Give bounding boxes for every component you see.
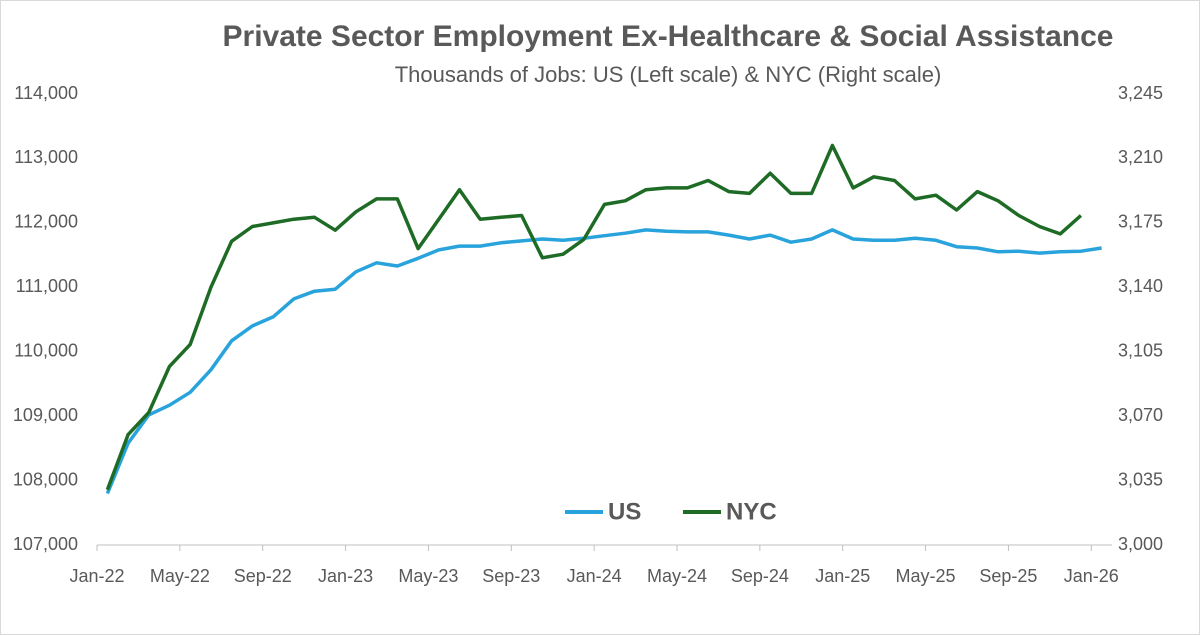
series-line bbox=[105, 143, 1083, 491]
x-tick-label: Jan-24 bbox=[567, 566, 622, 586]
y2-tick-label: 3,210 bbox=[1118, 147, 1163, 167]
y-tick-label: 113,000 bbox=[14, 147, 78, 167]
y-tick-label: 112,000 bbox=[14, 212, 78, 232]
y2-tick-label: 3,105 bbox=[1118, 340, 1163, 360]
x-tick-label: Jan-22 bbox=[69, 566, 124, 586]
legend-label: US bbox=[608, 498, 641, 525]
y2-tick-label: 3,000 bbox=[1118, 534, 1163, 554]
y-tick-label: 109,000 bbox=[13, 405, 78, 425]
x-tick-label: Jan-26 bbox=[1064, 566, 1119, 586]
chart-title: Private Sector Employment Ex-Healthcare … bbox=[223, 20, 1114, 53]
y2-tick-label: 3,175 bbox=[1118, 212, 1163, 232]
x-tick-label: May-23 bbox=[398, 566, 458, 586]
y2-tick-label: 3,070 bbox=[1118, 405, 1163, 425]
x-tick-label: Jan-25 bbox=[815, 566, 870, 586]
x-tick-label: May-25 bbox=[896, 566, 956, 586]
y-tick-label: 111,000 bbox=[16, 276, 78, 296]
y-tick-label: 114,000 bbox=[14, 83, 78, 103]
y2-tick-label: 3,140 bbox=[1118, 276, 1163, 296]
legend-label: NYC bbox=[726, 498, 777, 525]
y2-tick-label: 3,245 bbox=[1118, 83, 1163, 103]
x-tick-label: May-22 bbox=[150, 566, 210, 586]
y-tick-label: 108,000 bbox=[13, 469, 78, 489]
x-tick-label: May-24 bbox=[647, 566, 707, 586]
chart-subtitle: Thousands of Jobs: US (Left scale) & NYC… bbox=[395, 62, 942, 87]
x-tick-label: Sep-25 bbox=[979, 566, 1037, 586]
y-tick-label: 110,000 bbox=[14, 340, 78, 360]
y-tick-label: 107,000 bbox=[13, 534, 78, 554]
x-tick-label: Jan-23 bbox=[318, 566, 373, 586]
x-tick-label: Sep-23 bbox=[482, 566, 540, 586]
x-tick-label: Sep-22 bbox=[234, 566, 292, 586]
x-tick-label: Sep-24 bbox=[731, 566, 789, 586]
series-line bbox=[105, 228, 1102, 495]
y2-tick-label: 3,035 bbox=[1118, 469, 1163, 489]
